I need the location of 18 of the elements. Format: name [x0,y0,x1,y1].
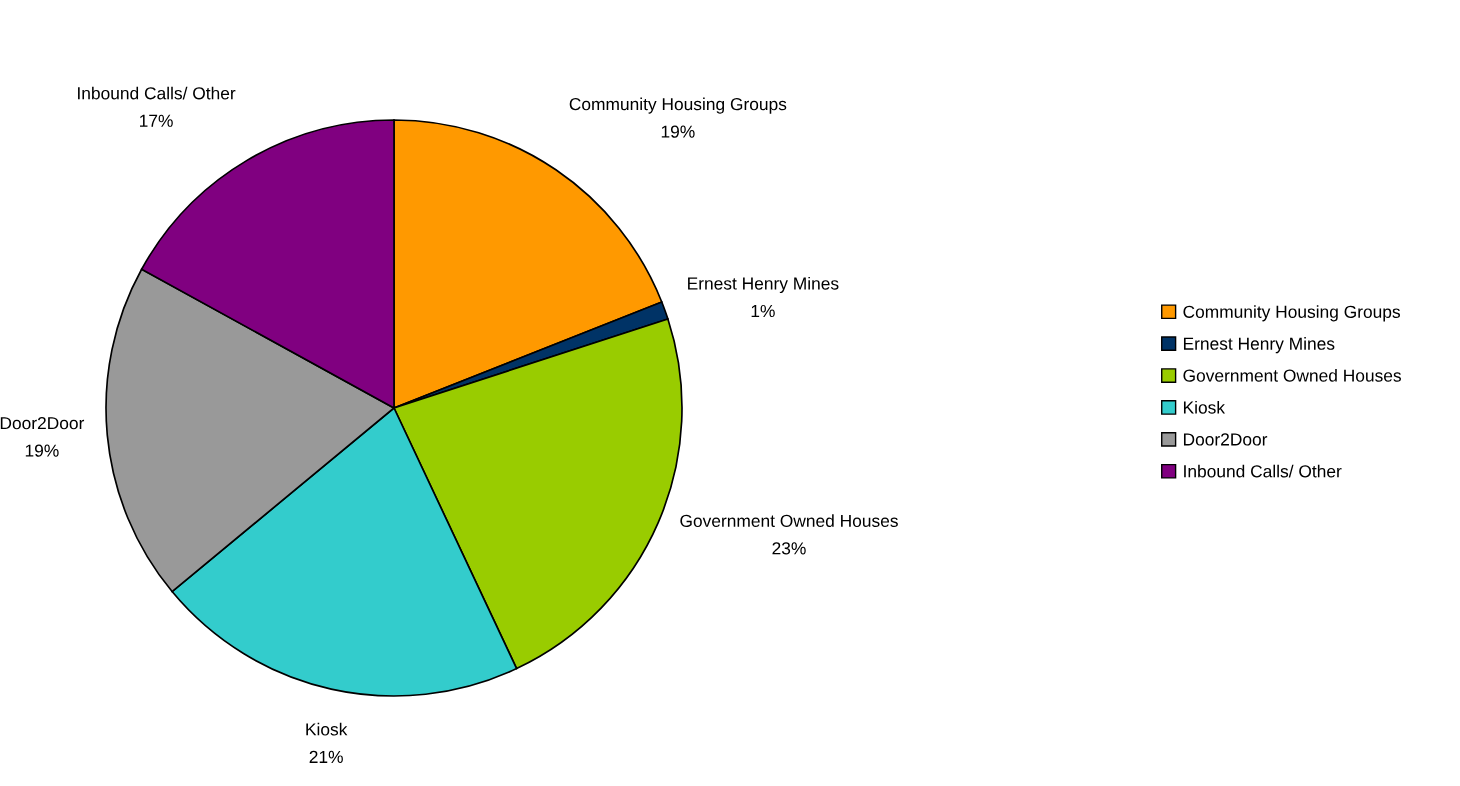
legend-label: Door2Door [1183,433,1268,446]
data-label: 19% [25,444,59,457]
slice-label: Ernest Henry Mines [688,276,839,294]
legend-label: Government Owned Houses [1183,369,1401,382]
slice-label: Inbound Calls/ Other [78,86,236,100]
data-label: 19% [661,125,695,138]
slice-label: Community Housing Groups [569,97,787,114]
legend-label: Ernest Henry Mines [1183,337,1335,354]
legend-label: Kiosk [1183,400,1226,414]
legend-label: Inbound Calls/ Other [1184,464,1342,478]
data-label: 21% [309,750,343,763]
data-label: 17% [140,114,173,127]
slice-label: Government Owned Houses [680,514,898,528]
data-label: 23% [772,542,806,555]
data-label: 1% [751,304,775,318]
slice-label: Kiosk [306,722,348,736]
slice-label: Door2Door [0,416,85,430]
legend-label: Community Housing Groups [1183,305,1400,322]
